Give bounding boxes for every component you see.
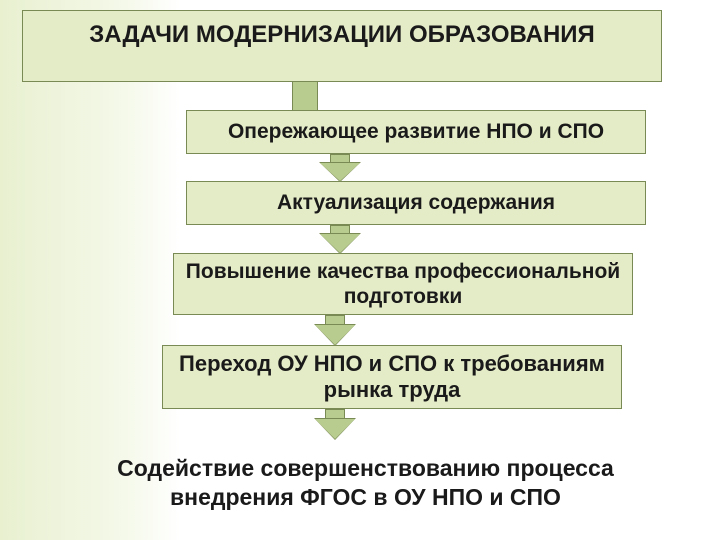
flow-box-label: Опережающее развитие НПО и СПО [228,119,604,144]
flow-box-0: Опережающее развитие НПО и СПО [186,110,646,154]
arrow-head-1 [320,234,360,253]
flow-box-label: Актуализация содержания [277,190,555,215]
title-text: ЗАДАЧИ МОДЕРНИЗАЦИИ ОБРАЗОВАНИЯ [89,21,595,49]
flow-box-label: Повышение качества профессиональной подг… [184,259,622,309]
arrow-head-3 [315,419,355,439]
title-box: ЗАДАЧИ МОДЕРНИЗАЦИИ ОБРАЗОВАНИЯ [22,10,662,82]
arrow-head-2 [315,325,355,345]
flow-box-1: Актуализация содержания [186,181,646,225]
flow-box-3: Переход ОУ НПО и СПО к требованиям рынка… [162,345,622,409]
flow-box-label: Переход ОУ НПО и СПО к требованиям рынка… [173,351,611,404]
flow-box-2: Повышение качества профессиональной подг… [173,253,633,315]
conclusion-text: Содействие совершенствованию процесса вн… [58,454,673,512]
arrow-head-0 [320,163,360,181]
